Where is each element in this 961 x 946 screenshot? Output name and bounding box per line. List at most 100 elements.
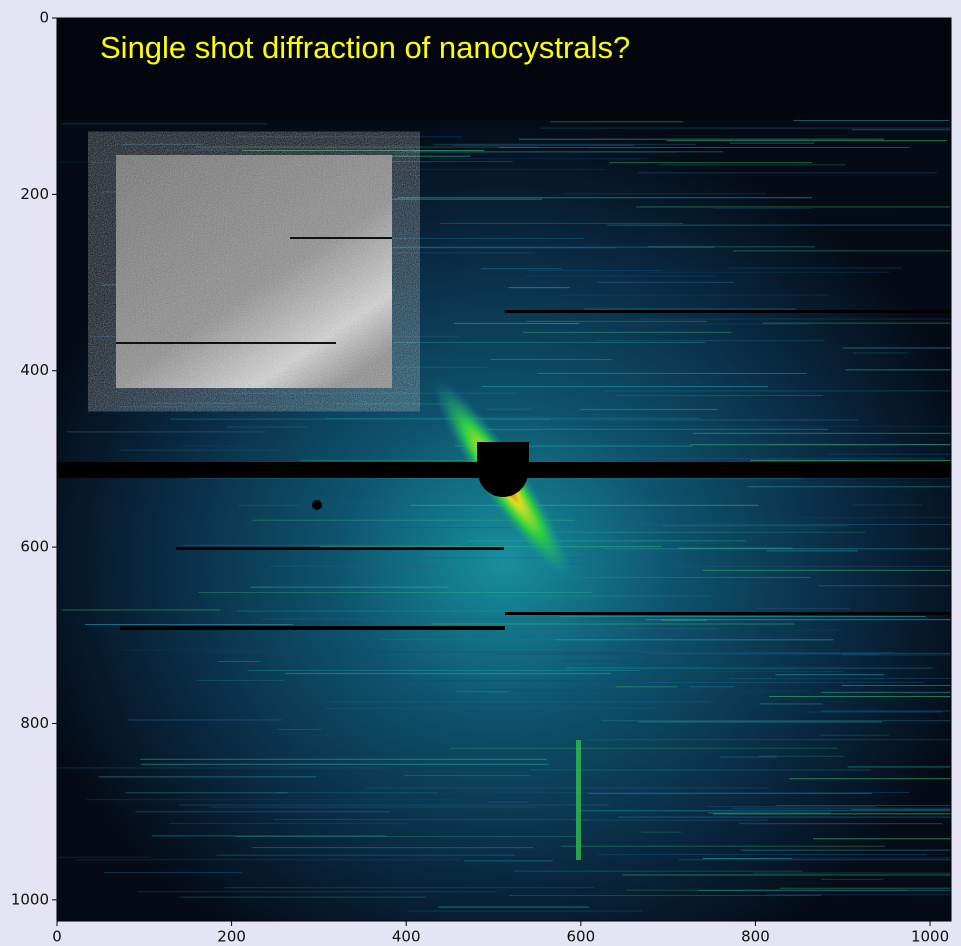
noise-streak <box>216 854 515 856</box>
noise-streak <box>332 412 639 414</box>
noise-streak <box>61 609 221 611</box>
noise-streak <box>636 206 950 208</box>
axes-frame <box>56 17 952 922</box>
noise-streak <box>226 426 308 428</box>
noise-streak <box>819 734 890 736</box>
noise-streak <box>454 322 580 324</box>
noise-streak <box>707 812 831 814</box>
noise-streak <box>404 775 530 777</box>
noise-streak <box>789 778 951 780</box>
noise-streak <box>768 695 951 697</box>
axes: 0 200 400 600 800 1000 0 200 400 600 800 1000 <box>11 9 952 946</box>
noise-streak <box>498 146 910 148</box>
noise-streak <box>739 823 943 825</box>
noise-streak <box>485 595 712 597</box>
noise-streak <box>367 680 653 682</box>
noise-streak <box>618 816 951 818</box>
noise-streak <box>261 618 547 620</box>
noise-streak <box>438 906 589 908</box>
noise-streak <box>689 686 734 688</box>
noise-streak <box>511 690 811 692</box>
noise-streak <box>238 504 301 506</box>
noise-streak <box>410 504 759 506</box>
noise-streak <box>429 158 648 160</box>
noise-streak <box>779 887 951 889</box>
noise-streak <box>643 681 923 683</box>
noise-streak <box>713 207 812 209</box>
noise-streak <box>452 144 635 146</box>
noise-streak <box>579 810 951 812</box>
noise-streak <box>580 409 719 411</box>
noise-streak <box>182 544 461 546</box>
noise-streak <box>588 147 656 149</box>
noise-streak <box>639 318 951 320</box>
noise-streak <box>660 164 846 166</box>
noise-streak <box>528 270 661 272</box>
noise-streak <box>277 728 322 730</box>
noise-streak <box>509 894 821 896</box>
noise-streak <box>366 787 769 789</box>
slide-title: Single shot diffraction of nanocystrals? <box>100 30 630 65</box>
noise-streak <box>548 323 809 325</box>
y-tick-label: 0 <box>39 9 49 27</box>
noise-streak <box>299 460 518 462</box>
noise-streak <box>468 540 746 542</box>
noise-streak <box>775 674 885 676</box>
noise-streak <box>450 747 838 749</box>
noise-streak <box>224 887 595 889</box>
noise-streak <box>241 247 617 249</box>
noise-streak <box>250 586 449 588</box>
x-tick-label: 0 <box>52 928 62 946</box>
noise-streak <box>555 639 834 641</box>
dark-line <box>176 547 504 550</box>
noise-streak <box>519 138 884 140</box>
noise-streak <box>490 359 612 361</box>
beam-stop <box>478 447 528 497</box>
noise-streak <box>61 123 268 125</box>
noise-streak <box>482 386 768 388</box>
noise-streak <box>121 649 388 651</box>
noise-streak <box>85 623 293 625</box>
noise-streak <box>329 701 712 703</box>
noise-streak <box>365 237 584 239</box>
noise-streak <box>332 403 453 405</box>
plot-area: Single shot diffraction of nanocystrals? <box>57 18 951 921</box>
noise-streak <box>638 721 883 723</box>
noise-streak <box>764 857 951 859</box>
noise-streak <box>217 660 261 662</box>
noise-streak <box>794 629 844 631</box>
noise-streak <box>572 819 768 821</box>
noise-streak <box>198 592 592 594</box>
noise-streak <box>740 849 951 851</box>
y-tick-label: 400 <box>20 361 49 379</box>
noise-streak <box>601 720 951 722</box>
noise-streak <box>752 872 951 874</box>
noise-streak <box>648 246 815 248</box>
x-tick-label: 600 <box>567 928 596 946</box>
noise-streak <box>271 161 513 163</box>
inset-line <box>290 237 392 239</box>
noise-streak <box>58 856 151 858</box>
noise-streak <box>720 756 778 758</box>
noise-streak <box>222 392 518 394</box>
noise-streak <box>851 809 951 811</box>
noise-streak <box>320 546 662 548</box>
noise-streak <box>526 275 717 277</box>
noise-streak <box>847 766 951 768</box>
noise-streak <box>455 691 509 693</box>
noise-streak <box>841 654 951 656</box>
noise-streak <box>708 528 821 530</box>
noise-streak <box>169 822 408 824</box>
x-tick-label: 1000 <box>911 928 949 946</box>
noise-streak <box>98 776 316 778</box>
noise-streak <box>793 120 950 122</box>
noise-streak <box>603 390 951 392</box>
noise-streak <box>697 889 951 891</box>
noise-streak <box>242 149 485 151</box>
noise-streak <box>460 628 718 630</box>
noise-streak <box>235 836 578 838</box>
noise-streak <box>806 711 942 713</box>
noise-streak <box>487 428 829 430</box>
noise-streak <box>729 678 951 680</box>
